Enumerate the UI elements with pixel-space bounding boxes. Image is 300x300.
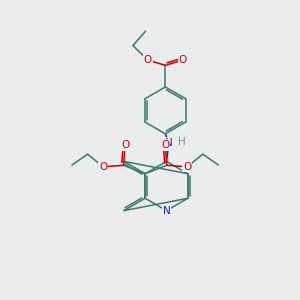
Text: O: O <box>144 55 152 65</box>
Text: N: N <box>163 206 170 216</box>
Text: N: N <box>165 138 173 148</box>
Text: O: O <box>99 162 107 172</box>
Text: O: O <box>183 162 191 172</box>
Text: O: O <box>121 140 129 150</box>
Text: O: O <box>178 55 187 65</box>
Text: H: H <box>178 137 185 147</box>
Text: O: O <box>161 140 170 150</box>
